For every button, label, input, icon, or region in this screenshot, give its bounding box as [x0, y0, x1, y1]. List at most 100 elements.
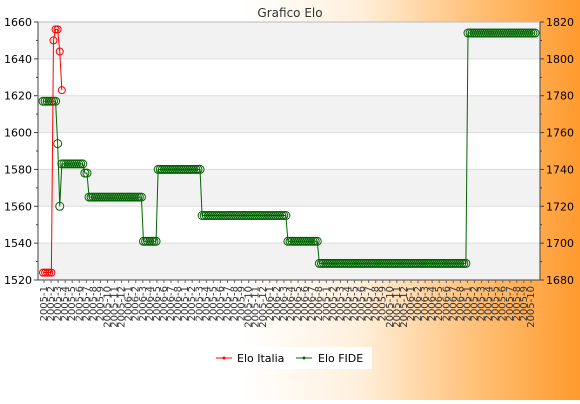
data-point: [275, 211, 285, 220]
data-point: [71, 159, 81, 169]
x-tick-label: 2005-9: [519, 286, 530, 321]
right-tick-label: 1700: [546, 237, 574, 250]
data-point: [193, 164, 203, 174]
x-axis: 2005-12005-22005-32005-42005-52005-62005…: [38, 279, 540, 328]
x-tick-label: 2006-3: [420, 286, 431, 321]
left-tick-label: 1540: [4, 237, 32, 250]
x-tick-label: 2005-9: [237, 286, 248, 321]
data-point: [149, 236, 159, 246]
x-tick-label: 2005-2: [328, 286, 339, 321]
x-tick-label: 2005-3: [477, 286, 488, 321]
plot-background: [38, 22, 540, 280]
data-point: [281, 211, 291, 220]
x-tick-label: 2005-7: [364, 286, 375, 321]
x-tick-label: 2005-8: [88, 286, 99, 321]
x-tick-label: 2006-1: [406, 286, 417, 321]
x-tick-label: 2005-6: [498, 286, 509, 321]
legend: Elo Italia Elo FIDE: [208, 347, 372, 369]
series-elo-fide: [38, 28, 540, 268]
legend-label-elo-italia: Elo Italia: [237, 352, 284, 365]
x-tick-label: 2005-1: [39, 286, 50, 321]
data-point: [55, 47, 64, 56]
left-tick-label: 1580: [4, 163, 32, 176]
x-tick-label: 2006-4: [427, 286, 438, 321]
x-tick-label: 2005-4: [60, 286, 71, 321]
x-tick-label: 2005-3: [194, 286, 205, 321]
x-tick-label: 2005-6: [357, 286, 368, 321]
x-tick-label: 2006-6: [159, 286, 170, 321]
data-point: [43, 268, 52, 277]
data-point: [48, 96, 58, 106]
x-tick-label: 2005-2: [469, 286, 480, 321]
data-point: [74, 159, 84, 169]
data-point: [306, 236, 316, 246]
data-point: [130, 192, 140, 202]
legend-label-elo-fide: Elo FIDE: [318, 352, 363, 365]
x-tick-label: 2005-2: [46, 286, 57, 321]
left-tick-label: 1600: [4, 127, 32, 140]
right-tick-label: 1780: [546, 90, 574, 103]
data-point: [53, 25, 62, 34]
right-tick-label: 1720: [546, 200, 574, 213]
right-tick-label: 1680: [546, 274, 574, 287]
series-layer: [38, 25, 540, 277]
right-tick-label: 1800: [546, 53, 574, 66]
data-point: [51, 25, 60, 34]
x-tick-label: 2005-11: [110, 286, 121, 328]
data-point: [47, 268, 56, 277]
series-elo-italia: [39, 25, 66, 277]
data-point: [528, 28, 538, 38]
x-tick-label: 2006-6: [300, 286, 311, 321]
x-tick-label: 2005-11: [251, 286, 262, 328]
left-tick-label: 1660: [4, 16, 32, 29]
data-point: [279, 211, 289, 220]
x-tick-label: 2005-6: [215, 286, 226, 321]
right-tick-label: 1740: [546, 163, 574, 176]
chart-title: Grafico Elo: [257, 6, 322, 20]
data-point: [51, 96, 61, 106]
x-tick-label: 2005-12: [399, 286, 410, 328]
x-tick-label: 2006-7: [307, 286, 318, 321]
x-tick-label: 2006-1: [124, 286, 135, 321]
data-point: [191, 164, 201, 174]
legend-marker-elo-italia: [222, 356, 226, 360]
data-point: [45, 268, 54, 277]
x-tick-label: 2005-7: [222, 286, 233, 321]
data-point: [147, 236, 157, 246]
data-point: [76, 159, 86, 169]
x-tick-label: 2005-10: [244, 286, 255, 328]
x-tick-label: 2005-9: [95, 286, 106, 321]
x-tick-label: 2005-12: [117, 286, 128, 328]
left-tick-label: 1640: [4, 53, 32, 66]
x-tick-label: 2005-4: [484, 286, 495, 321]
x-tick-label: 2006-8: [455, 286, 466, 321]
data-point: [457, 258, 467, 268]
x-tick-label: 2005-7: [505, 286, 516, 321]
legend-entry-elo-italia: Elo Italia: [216, 352, 284, 365]
x-tick-label: 2006-3: [279, 286, 290, 321]
data-point: [136, 192, 146, 202]
data-point: [145, 236, 155, 246]
x-tick-label: 2005-2: [187, 286, 198, 321]
data-point: [151, 236, 161, 246]
x-tick-label: 2005-5: [491, 286, 502, 321]
data-point: [57, 86, 66, 95]
data-point: [132, 192, 142, 202]
data-point: [82, 168, 92, 178]
data-point: [530, 28, 540, 38]
x-tick-label: 2005-1: [180, 286, 191, 321]
x-tick-label: 2005-9: [378, 286, 389, 321]
data-point: [46, 96, 56, 106]
x-tick-label: 2006-2: [272, 286, 283, 321]
x-tick-label: 2005-10: [526, 286, 537, 328]
x-tick-label: 2005-11: [392, 286, 403, 328]
data-point: [308, 236, 318, 246]
data-point: [526, 28, 536, 38]
right-y-axis: 1680 1700 1720 1740 1760 1780 1800 1820: [539, 16, 574, 287]
data-point: [455, 258, 465, 268]
data-point: [39, 268, 47, 277]
data-point: [189, 164, 199, 174]
plot-band: [38, 95, 540, 133]
x-tick-label: 2006-4: [145, 286, 156, 321]
